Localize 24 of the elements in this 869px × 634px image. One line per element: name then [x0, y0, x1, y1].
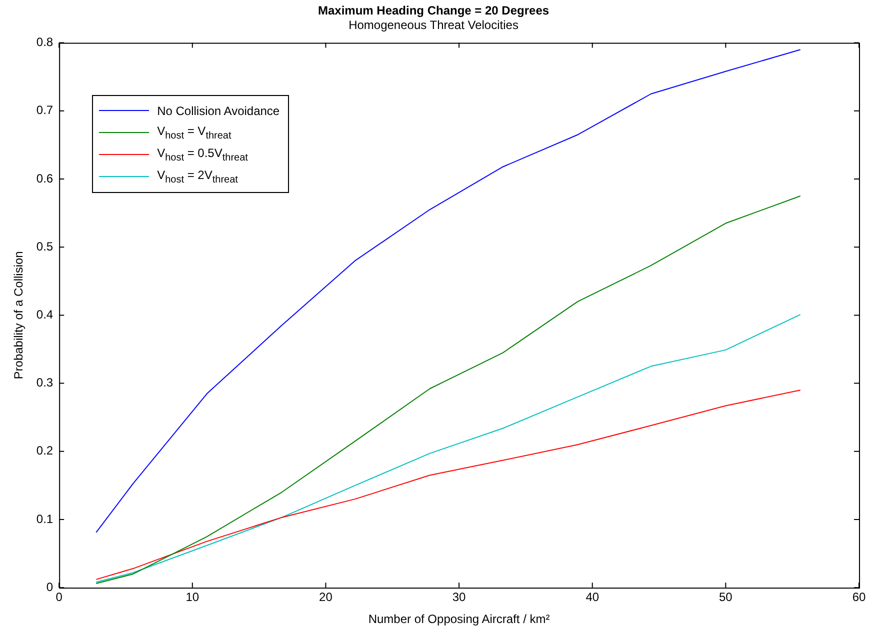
- x-tick-label: 40: [586, 590, 600, 604]
- x-tick-label: 0: [56, 590, 63, 604]
- x-tick-label: 10: [186, 590, 200, 604]
- chart-subtitle: Homogeneous Threat Velocities: [348, 18, 518, 32]
- chart-title: Maximum Heading Change = 20 Degrees: [318, 4, 550, 18]
- y-tick-label: 0.5: [36, 239, 54, 254]
- x-tick-label: 50: [719, 590, 733, 604]
- x-axis-title: Number of Opposing Aircraft / km²: [368, 612, 550, 626]
- y-tick-label: 0: [46, 580, 54, 594]
- y-tick-label: 0.7: [36, 103, 54, 118]
- y-tick-label: 0.6: [36, 171, 54, 186]
- y-tick-label: 0.4: [36, 308, 54, 322]
- y-tick-label: 0.1: [36, 512, 54, 526]
- y-tick-label: 0.2: [36, 444, 54, 458]
- x-tick-label: 60: [852, 590, 866, 604]
- y-tick-label: 0.3: [36, 376, 54, 390]
- y-axis-title: Probability of a Collision: [12, 251, 26, 380]
- legend-label: V$_{host}$ = 2V$_{threat}$: [157, 168, 238, 186]
- legend-label: V$_{host}$ = V$_{threat}$: [157, 124, 232, 142]
- x-tick-label: 30: [452, 590, 466, 604]
- x-tick-label: 20: [319, 590, 333, 604]
- y-tick-label: 0.8: [36, 35, 54, 50]
- legend-label: No Collision Avoidance: [157, 104, 280, 118]
- legend-label: V$_{host}$ = 0.5V$_{threat}$: [157, 146, 248, 164]
